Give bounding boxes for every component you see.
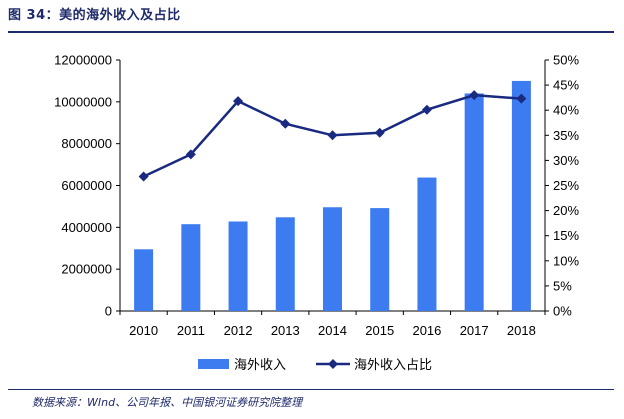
left-tick-label: 0 — [105, 304, 112, 319]
right-tick-label: 10% — [553, 253, 579, 268]
source-note: 数据来源：WInd、公司年报、中国银河证券研究院整理 — [32, 396, 303, 409]
chart-title: 图 34：美的海外收入及占比 — [8, 8, 181, 23]
left-tick-label: 12000000 — [54, 53, 112, 68]
legend-swatch-marker — [328, 359, 338, 369]
x-tick-label: 2010 — [129, 323, 158, 338]
right-tick-label: 30% — [553, 153, 579, 168]
data-point — [516, 93, 527, 104]
x-tick-label: 2016 — [412, 323, 441, 338]
bar — [511, 80, 531, 312]
x-tick-label: 2014 — [318, 323, 347, 338]
bar — [464, 93, 484, 311]
bar — [417, 177, 437, 311]
data-point — [374, 127, 385, 138]
right-tick-label: 0% — [553, 304, 572, 319]
x-tick-label: 2017 — [460, 323, 489, 338]
x-tick-label: 2013 — [271, 323, 300, 338]
x-tick-label: 2012 — [224, 323, 253, 338]
data-point — [185, 149, 196, 160]
right-tick-label: 20% — [553, 203, 579, 218]
right-tick-label: 50% — [553, 53, 579, 68]
bar — [370, 208, 390, 311]
legend-label-line: 海外收入占比 — [354, 358, 432, 373]
legend-label-bar: 海外收入 — [234, 358, 286, 373]
data-point — [327, 130, 338, 141]
right-tick-label: 45% — [553, 78, 579, 93]
left-tick-label: 6000000 — [61, 178, 112, 193]
x-tick-label: 2015 — [365, 323, 394, 338]
right-tick-label: 40% — [553, 103, 579, 118]
left-tick-label: 2000000 — [61, 262, 112, 277]
right-tick-label: 35% — [553, 128, 579, 143]
bar — [181, 224, 201, 311]
x-tick-label: 2018 — [507, 323, 536, 338]
bar — [228, 221, 248, 311]
left-tick-label: 8000000 — [61, 136, 112, 151]
right-tick-label: 25% — [553, 178, 579, 193]
left-tick-label: 10000000 — [54, 94, 112, 109]
legend-swatch-bar — [198, 359, 229, 369]
right-tick-label: 15% — [553, 228, 579, 243]
title-rule — [8, 31, 614, 33]
left-tick-label: 4000000 — [61, 220, 112, 235]
bar — [134, 249, 154, 311]
data-point — [421, 104, 432, 115]
bar — [323, 207, 342, 311]
bar — [275, 217, 295, 311]
right-tick-label: 5% — [553, 278, 572, 293]
data-point — [138, 171, 149, 182]
footer-rule — [8, 389, 614, 390]
data-point — [233, 96, 244, 107]
x-tick-label: 2011 — [177, 323, 205, 338]
data-point — [469, 90, 480, 101]
data-point — [280, 118, 291, 129]
